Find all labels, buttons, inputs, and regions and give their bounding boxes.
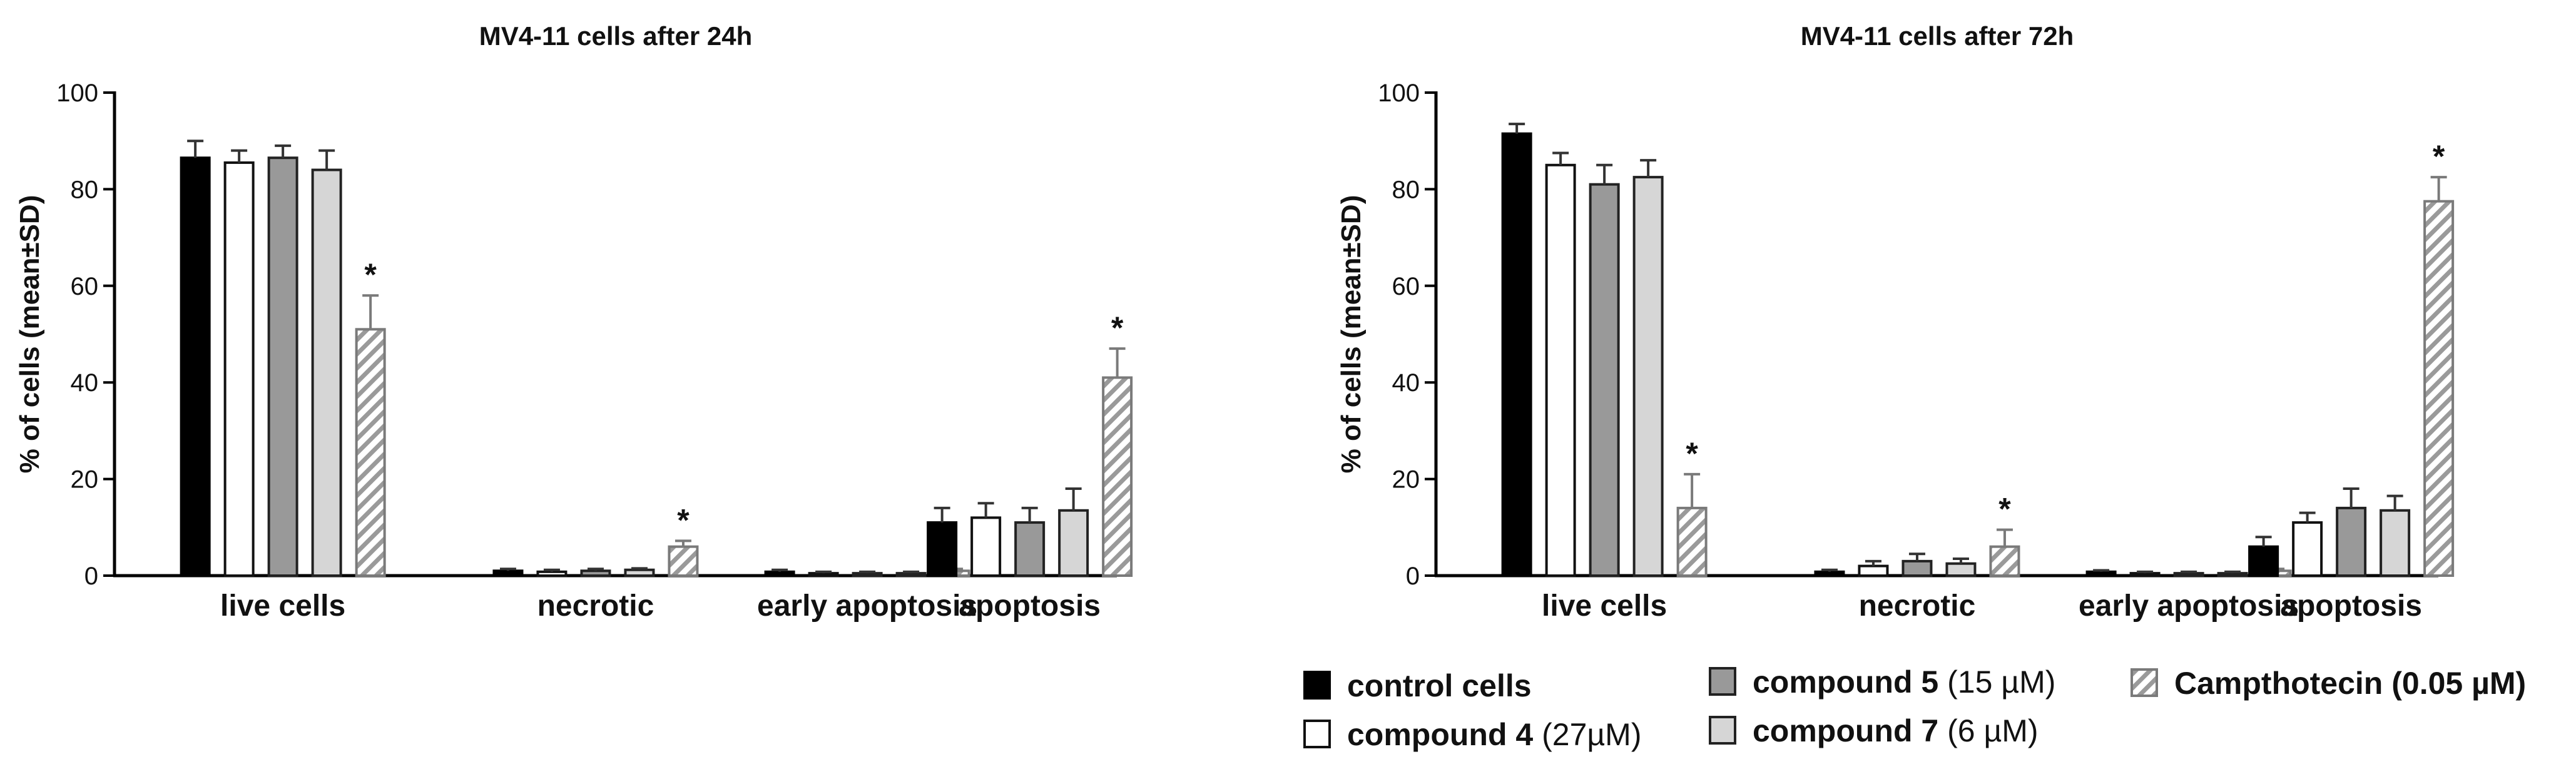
y-tick-label: 100 (56, 79, 98, 107)
significance-star: * (2433, 139, 2445, 174)
bar-compound-3 (895, 572, 927, 578)
legend-item: compound 7 (6 µM) (1709, 713, 2039, 748)
legend-label: compound 4 (27µM) (1347, 717, 1642, 752)
bar-compound-3 (311, 168, 342, 577)
legend-label: compound 7 (6 µM) (1753, 713, 2039, 748)
chart-title: MV4-11 cells after 72h (1801, 21, 2074, 51)
legend-label: control cells (1347, 668, 1532, 703)
legend-label-bold: compound 5 (1753, 664, 1938, 700)
x-category-label: necrotic (537, 589, 654, 623)
bar-compound-1 (536, 570, 568, 577)
bar-compound-3 (1058, 509, 1089, 578)
y-axis-label: % of cells (mean±SD) (14, 195, 45, 474)
chart-72h: MV4-11 cells after 72h % of cells (mean±S… (1336, 21, 2455, 623)
legend-swatch (1303, 671, 1331, 700)
bar-control-0 (2248, 545, 2279, 577)
legend-label-bold: Campthotecin (0.05 µM) (2174, 666, 2526, 701)
x-category-label: early apoptosis (2079, 589, 2299, 623)
x-category-label: live cells (1542, 589, 1667, 623)
legend-label-detail: (27µM) (1533, 717, 1641, 752)
x-category-label: apoptosis (959, 589, 1101, 623)
bar-compound-1 (970, 516, 1002, 577)
legend-label: compound 5 (15 µM) (1753, 664, 2055, 700)
y-tick-label: 60 (71, 273, 99, 300)
legend: control cells compound 4 (27µM) compound 5… (1303, 664, 2526, 752)
legend-label-detail: (15 µM) (1938, 664, 2055, 700)
legend-swatch (1709, 716, 1736, 745)
bar-campthotecin-4 (2423, 200, 2455, 577)
y-tick-label: 0 (1406, 563, 1420, 590)
bar-control-0 (180, 156, 211, 578)
bar-compound-3 (624, 568, 655, 578)
legend-item: compound 4 (27µM) (1303, 717, 1642, 752)
y-axis-label: % of cells (mean±SD) (1336, 195, 1367, 474)
y-tick-label: 80 (1392, 176, 1420, 203)
bar-compound-1 (2129, 572, 2161, 578)
bar-campthotecin-4 (355, 328, 386, 578)
bar-compound-1 (2292, 521, 2323, 578)
legend-label: Campthotecin (0.05 µM) (2174, 666, 2526, 701)
legend-label-bold: control cells (1347, 668, 1532, 703)
legend-label-bold: compound 4 (1347, 717, 1533, 752)
y-tick-label: 60 (1392, 273, 1420, 300)
legend-label-detail: (6 µM) (1938, 713, 2038, 748)
y-tick-label: 0 (84, 563, 98, 590)
bar-control-0 (492, 569, 524, 578)
bar-control-0 (927, 521, 958, 578)
significance-star: * (364, 257, 377, 292)
legend-item: compound 5 (15 µM) (1709, 664, 2055, 700)
bar-control-0 (2085, 570, 2117, 577)
y-tick-label: 20 (71, 466, 99, 494)
y-tick-label: 40 (1392, 369, 1420, 397)
bar-compound-3 (2217, 572, 2248, 578)
bar-compound-2 (580, 569, 611, 578)
significance-star: * (1111, 310, 1124, 345)
bar-compound-3 (2380, 509, 2411, 578)
bar-compound-3 (1945, 562, 1977, 578)
y-tick-label: 80 (71, 176, 99, 203)
y-tick-label: 100 (1378, 79, 1420, 107)
legend-swatch (1303, 720, 1331, 748)
legend-item: control cells (1303, 668, 1532, 703)
bar-compound-2 (267, 156, 298, 578)
bar-compound-2 (852, 572, 883, 578)
bar-compound-2 (1901, 559, 1933, 578)
bar-compound-2 (1014, 521, 1046, 578)
y-tick-label: 20 (1392, 466, 1420, 494)
significance-star: * (1998, 492, 2011, 527)
significance-star: * (677, 502, 690, 537)
significance-star: * (1686, 436, 1698, 471)
bar-compound-1 (223, 161, 255, 577)
bar-control-0 (1501, 132, 1532, 577)
legend-swatch (2131, 668, 2158, 697)
legend-label-bold: compound 7 (1753, 713, 1938, 748)
chart-24h: MV4-11 cells after 24h % of cells (mean±S… (14, 21, 1133, 623)
bar-campthotecin-4 (1102, 376, 1133, 577)
bar-compound-2 (1589, 183, 1620, 577)
bar-compound-2 (2336, 506, 2367, 577)
bar-control-0 (1814, 570, 1845, 577)
bar-compound-1 (1545, 163, 1576, 577)
legend-swatch (1709, 667, 1736, 696)
chart-title: MV4-11 cells after 24h (479, 21, 753, 51)
x-category-label: early apoptosis (757, 589, 977, 623)
bar-campthotecin-4 (668, 545, 699, 577)
y-tick-label: 40 (71, 369, 99, 397)
x-category-label: necrotic (1859, 589, 1976, 623)
x-category-label: apoptosis (2280, 589, 2422, 623)
bar-compound-3 (1632, 176, 1664, 578)
bar-compound-1 (808, 572, 839, 578)
bar-campthotecin-4 (1989, 545, 2020, 577)
bar-compound-1 (1858, 564, 1889, 577)
bar-compound-2 (2173, 572, 2204, 578)
bar-control-0 (764, 570, 795, 577)
bar-campthotecin-4 (1676, 506, 1708, 577)
legend-item: Campthotecin (0.05 µM) (2131, 666, 2526, 701)
x-category-label: live cells (220, 589, 345, 623)
